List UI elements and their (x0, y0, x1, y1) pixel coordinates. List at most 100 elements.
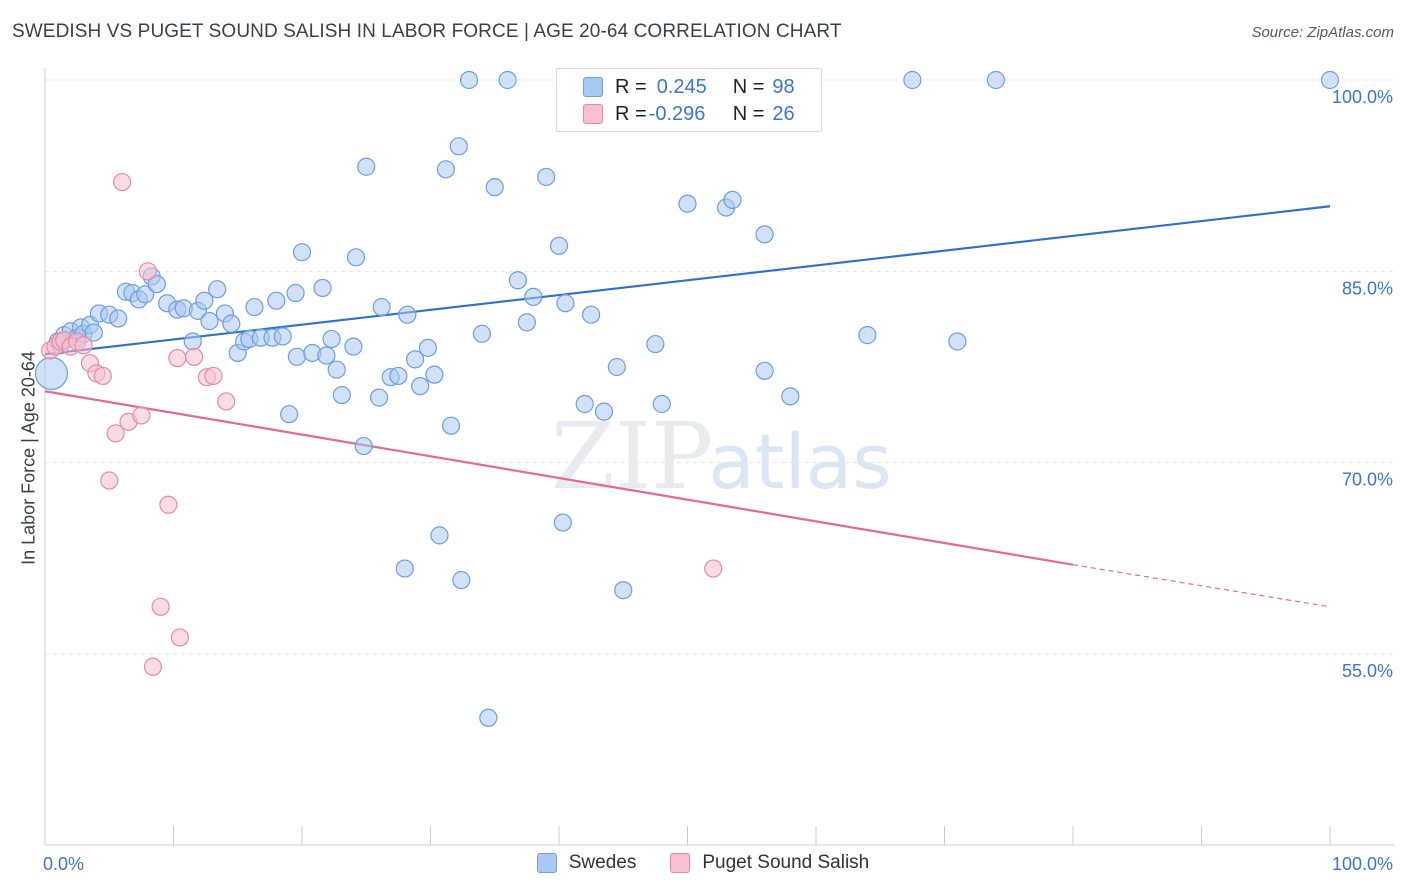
legend-item-swedes[interactable]: Swedes (536, 852, 637, 874)
point-swedes (479, 708, 498, 727)
point-swedes (614, 581, 633, 600)
point-swedes (452, 570, 471, 590)
point-salish (168, 348, 187, 368)
point-swedes (594, 402, 614, 421)
legend-n-value: 26 (772, 102, 795, 125)
axes (44, 68, 1394, 846)
point-swedes (524, 287, 543, 306)
point-swedes (948, 332, 967, 351)
point-salish (184, 347, 204, 366)
point-salish (138, 262, 157, 281)
point-swedes (313, 278, 332, 298)
legend-r-label: R = (615, 75, 647, 98)
point-salish (112, 172, 132, 192)
point-swedes (147, 274, 166, 294)
legend-row-swedes: R = 0.245 N = 98 (583, 75, 795, 99)
x-tick-label: 0.0% (43, 854, 84, 874)
point-swedes (498, 70, 517, 90)
point-swedes (517, 313, 536, 332)
legend-n-label: N = (732, 102, 765, 125)
legend-item-salish[interactable]: Puget Sound Salish (670, 852, 869, 874)
point-salish (106, 424, 125, 443)
point-swedes (357, 157, 376, 176)
point-swedes (354, 436, 373, 456)
point-swedes (607, 357, 626, 377)
legend-row-salish: R = -0.296 N = 26 (583, 102, 795, 126)
point-swedes (109, 309, 128, 328)
point-swedes (449, 137, 468, 156)
point-swedes (858, 326, 877, 345)
y-tick-label: 85.0% (1342, 278, 1393, 298)
point-swedes (372, 297, 391, 317)
point-swedes (678, 194, 697, 213)
legend-swatch-swedes (583, 77, 603, 97)
legend-swatch-salish (583, 104, 603, 124)
point-swedes (398, 305, 417, 324)
point-swedes (418, 338, 438, 357)
point-swedes (1320, 70, 1340, 90)
point-swedes (317, 346, 336, 365)
point-swedes (327, 360, 346, 379)
point-swedes (208, 280, 227, 299)
legend-swatch-salish (670, 853, 691, 873)
point-swedes (508, 271, 527, 290)
point-salish (143, 657, 163, 676)
point-swedes (280, 405, 299, 424)
point-swedes (425, 365, 444, 384)
point-swedes (903, 70, 922, 90)
legend-label-swedes: Swedes (568, 852, 637, 873)
point-swedes (84, 323, 103, 342)
point-salish (132, 406, 151, 425)
point-swedes (472, 324, 491, 343)
legend-swatch-swedes (536, 853, 557, 873)
point-swedes (286, 283, 305, 303)
point-swedes (344, 337, 363, 356)
point-swedes (723, 190, 742, 210)
stats-legend: R = 0.245 N = 98 R = -0.296 N = 26 (556, 68, 822, 132)
point-salish (151, 597, 170, 616)
point-swedes (411, 377, 430, 396)
legend-r-label: R = (615, 102, 647, 125)
x-tick-label: 100.0% (1332, 854, 1393, 874)
point-swedes (267, 291, 286, 310)
point-swedes (553, 513, 572, 532)
point-salish (217, 392, 236, 411)
y-tick-label: 100.0% (1332, 87, 1393, 107)
point-salish (204, 366, 223, 386)
tick-labels: 55.0% 70.0% 85.0% 100.0% 0.0% 100.0% (43, 87, 1393, 874)
legend-label-salish: Puget Sound Salish (702, 852, 870, 873)
trendline-salish-extension (1072, 564, 1331, 608)
point-swedes (346, 248, 366, 267)
point-salish (93, 366, 112, 386)
point-salish (159, 495, 178, 514)
point-swedes (441, 416, 461, 435)
point-swedes (395, 559, 414, 578)
trendline-salish (44, 390, 1074, 566)
legend-r-value: -0.296 (648, 102, 706, 125)
point-salish (100, 471, 119, 490)
point-swedes (183, 332, 202, 351)
point-swedes (332, 385, 351, 405)
legend-n-label: N = (732, 75, 765, 98)
point-swedes (537, 167, 556, 187)
chart-title: SWEDISH VS PUGET SOUND SALISH IN LABOR F… (12, 21, 842, 42)
point-swedes (556, 294, 575, 313)
trendline-swedes (44, 205, 1331, 356)
legend-n-value: 98 (772, 75, 795, 98)
point-swedes (652, 394, 671, 414)
point-swedes (292, 243, 312, 262)
point-swedes (430, 526, 449, 545)
source-label: Source: ZipAtlas.com (1251, 24, 1394, 41)
point-swedes (195, 291, 214, 310)
point-swedes (781, 387, 800, 406)
watermark-zip: ZIP (551, 403, 713, 510)
point-swedes (245, 297, 264, 317)
point-swedes (582, 305, 601, 324)
point-swedes (322, 329, 341, 349)
point-swedes (389, 366, 408, 386)
legend-r-value: 0.245 (656, 75, 707, 98)
point-swedes (222, 314, 241, 333)
point-swedes (986, 70, 1006, 90)
point-swedes (370, 388, 389, 407)
point-swedes (485, 178, 504, 197)
